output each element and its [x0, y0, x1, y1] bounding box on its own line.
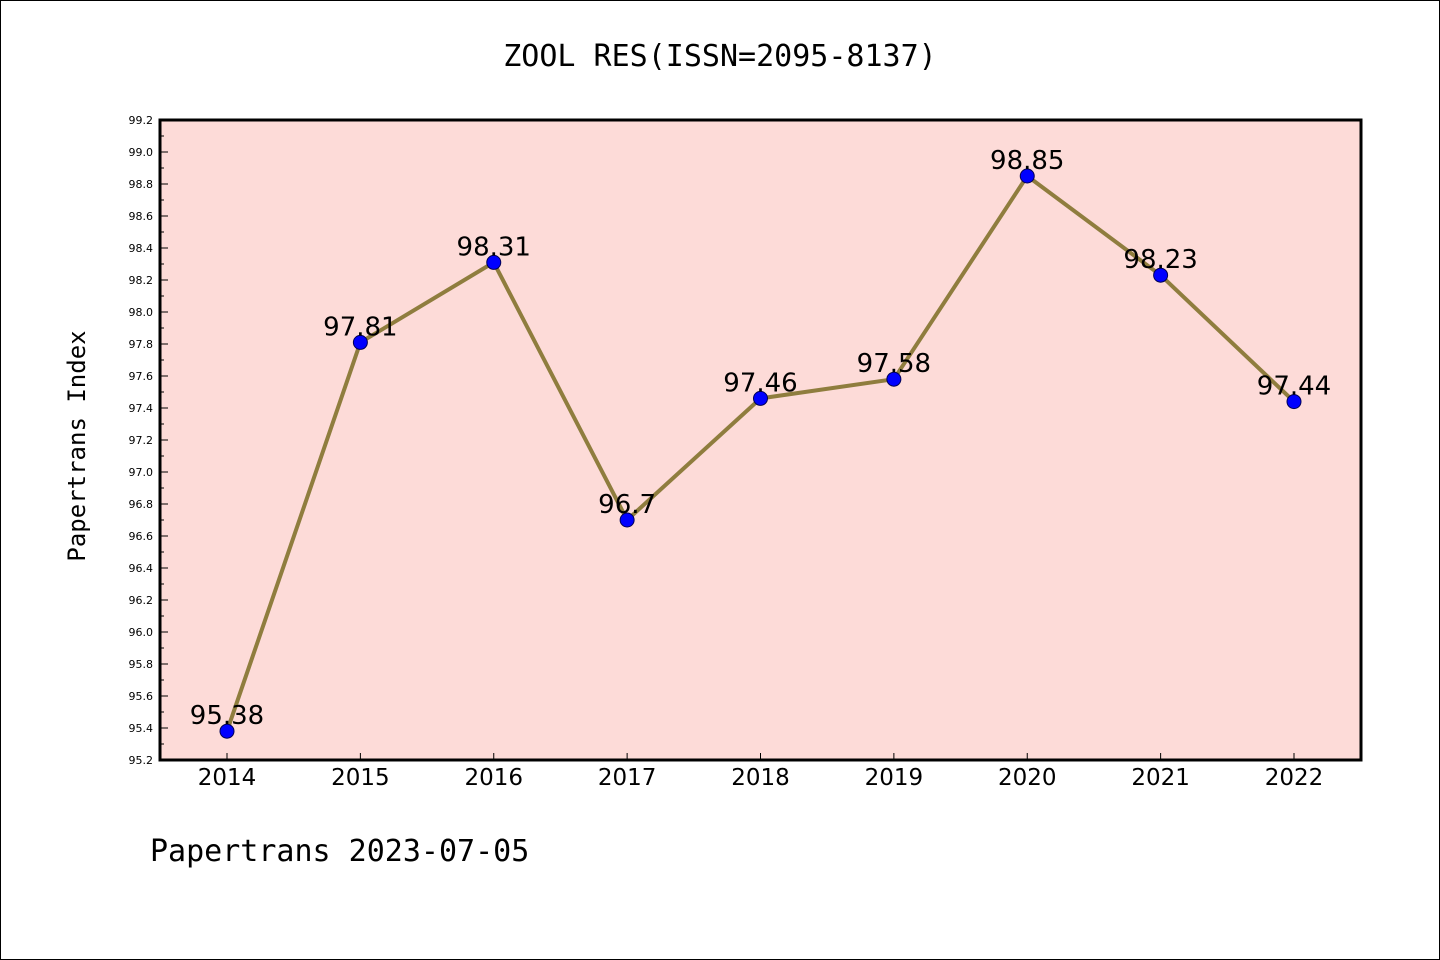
x-tick-label: 2014 [198, 765, 257, 791]
data-label: 97.81 [323, 312, 397, 342]
x-tick-label: 2018 [731, 765, 790, 791]
chart-title: ZOOL RES(ISSN=2095-8137) [503, 39, 936, 74]
data-label: 98.85 [990, 146, 1064, 176]
y-tick-label: 97.6 [129, 370, 154, 383]
y-tick-label: 97.4 [129, 402, 154, 415]
data-point [619, 512, 635, 528]
y-tick-label: 96.2 [129, 594, 154, 607]
x-tick-label: 2020 [998, 765, 1057, 791]
x-tick-label: 2022 [1265, 765, 1324, 791]
plot-background [160, 120, 1361, 760]
y-tick-label: 99.2 [129, 114, 154, 127]
data-label: 97.44 [1257, 372, 1331, 402]
data-point [1019, 168, 1035, 184]
y-tick-label: 98.2 [129, 274, 154, 287]
data-label: 95.38 [190, 701, 264, 731]
x-tick-label: 2019 [865, 765, 924, 791]
data-label: 96.7 [598, 490, 656, 520]
y-tick-label: 98.4 [129, 242, 154, 255]
x-tick-label: 2017 [598, 765, 657, 791]
x-tick-label: 2021 [1131, 765, 1190, 791]
y-tick-label: 95.4 [129, 722, 154, 735]
data-point [886, 371, 902, 387]
data-label: 98.23 [1123, 245, 1197, 275]
data-label: 98.31 [457, 232, 531, 262]
y-tick-label: 97.8 [129, 338, 154, 351]
data-label: 97.46 [723, 368, 797, 398]
footer-credit: Papertrans 2023-07-05 [150, 834, 530, 869]
y-axis-label: Papertrans Index [63, 330, 91, 561]
y-tick-label: 96.8 [129, 498, 154, 511]
y-tick-label: 95.2 [129, 754, 154, 767]
x-tick-label: 2015 [331, 765, 390, 791]
y-tick-label: 98.0 [129, 306, 154, 319]
y-tick-label: 97.0 [129, 466, 154, 479]
data-point [1286, 394, 1302, 410]
y-tick-label: 95.8 [129, 658, 154, 671]
y-tick-label: 98.8 [129, 178, 154, 191]
data-point [753, 390, 768, 406]
y-tick-label: 99.0 [129, 146, 154, 159]
y-tick-label: 96.0 [129, 626, 154, 639]
data-label: 97.58 [857, 349, 931, 379]
data-point [486, 254, 502, 270]
plot-area: 95.2 95.4 95.6 95.8 96.0 96.2 96.4 96.6 96.8 97.0… [129, 114, 1363, 791]
y-tick-label: 96.6 [129, 530, 154, 543]
data-point [1153, 267, 1169, 283]
plot-border [158, 118, 1363, 762]
y-tick-label: 98.6 [129, 210, 154, 223]
x-tick-label: 2016 [464, 765, 523, 791]
data-point [219, 723, 235, 739]
y-tick-label: 96.4 [129, 562, 154, 575]
data-point [352, 334, 368, 350]
y-tick-label: 95.6 [129, 690, 154, 703]
y-tick-label: 97.2 [129, 434, 154, 447]
